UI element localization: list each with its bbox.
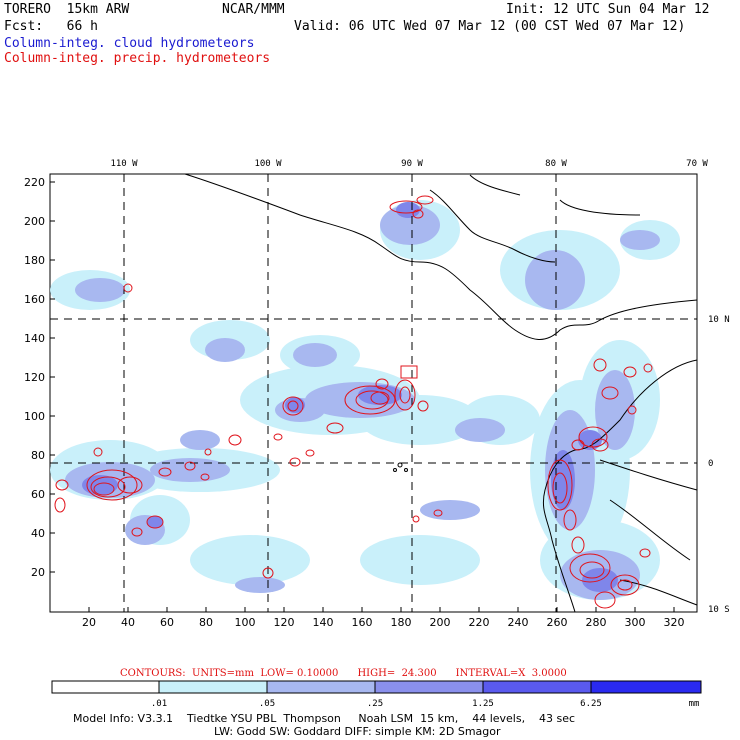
- x-tick-60: 60: [160, 616, 174, 629]
- y-tick-100: 100: [24, 410, 45, 423]
- y-tick-20: 20: [31, 566, 45, 579]
- x-tick-180: 180: [391, 616, 412, 629]
- model-info-line1: Model Info: V3.3.1 Tiedtke YSU PBL Thomp…: [73, 712, 576, 725]
- model-info-line2: LW: Godd SW: Goddard DIFF: simple KM: 2D…: [214, 725, 501, 738]
- lat-label-10s: 10 S: [708, 605, 730, 615]
- lat-lon-grid: [50, 174, 697, 612]
- y-tick-80: 80: [31, 449, 45, 462]
- lon-label-100w: 100 W: [254, 159, 282, 169]
- y-tick-200: 200: [24, 215, 45, 228]
- colorbar-bin-1: [158, 680, 268, 694]
- organization-label: NCAR/MMM: [222, 2, 285, 17]
- colorbar-bin-2: [266, 680, 376, 694]
- x-tick-320: 320: [664, 616, 685, 629]
- init-time: Init: 12 UTC Sun 04 Mar 12: [506, 2, 710, 17]
- colorbar-label-25: .25: [367, 699, 383, 709]
- x-axis: 20 40 60 80 100 120 140 160 180 200 220 …: [82, 607, 685, 629]
- y-tick-180: 180: [24, 254, 45, 267]
- colorbar-unit: mm: [689, 699, 700, 709]
- lon-label-110w: 110 W: [110, 159, 138, 169]
- lat-label-0: 0: [708, 459, 713, 469]
- forecast-hour: Fcst: 66 h: [4, 19, 98, 34]
- x-tick-20: 20: [82, 616, 96, 629]
- colorbar-bin-0: [51, 680, 160, 694]
- contours-info: CONTOURS: UNITS=mm LOW= 0.10000 HIGH= 24…: [120, 668, 567, 679]
- x-tick-160: 160: [352, 616, 373, 629]
- lon-label-80w: 80 W: [545, 159, 567, 169]
- coastlines: [184, 173, 698, 613]
- x-tick-240: 240: [508, 616, 529, 629]
- x-tick-120: 120: [274, 616, 295, 629]
- y-tick-40: 40: [31, 527, 45, 540]
- valid-time: Valid: 06 UTC Wed 07 Mar 12 (00 CST Wed …: [294, 19, 686, 34]
- colorbar: .01 .05 .25 1.25 6.25 mm: [51, 680, 702, 709]
- x-tick-100: 100: [235, 616, 256, 629]
- x-tick-280: 280: [586, 616, 607, 629]
- model-title: TORERO 15km ARW: [4, 2, 130, 17]
- x-tick-220: 220: [469, 616, 490, 629]
- colorbar-label-625: 6.25: [580, 699, 602, 709]
- x-tick-80: 80: [199, 616, 213, 629]
- y-tick-160: 160: [24, 293, 45, 306]
- y-tick-220: 220: [24, 176, 45, 189]
- y-tick-60: 60: [31, 488, 45, 501]
- lat-label-10n: 10 N: [708, 315, 730, 325]
- x-tick-140: 140: [313, 616, 334, 629]
- x-tick-200: 200: [430, 616, 451, 629]
- x-tick-40: 40: [121, 616, 135, 629]
- precip-contours: [54, 195, 653, 609]
- colorbar-label-125: 1.25: [472, 699, 494, 709]
- x-tick-260: 260: [547, 616, 568, 629]
- field-title-precip: Column-integ. precip. hydrometeors: [4, 51, 271, 66]
- colorbar-label-05: .05: [259, 699, 275, 709]
- y-tick-120: 120: [24, 371, 45, 384]
- x-tick-300: 300: [625, 616, 646, 629]
- colorbar-label-01: .01: [151, 699, 167, 709]
- y-tick-140: 140: [24, 332, 45, 345]
- colorbar-bin-3: [374, 680, 484, 694]
- colorbar-bin-4: [482, 680, 592, 694]
- lon-label-90w: 90 W: [401, 159, 423, 169]
- colorbar-bin-5: [590, 680, 702, 694]
- lon-label-70w: 70 W: [686, 159, 708, 169]
- y-axis: 220 200 180 160 140 120 100 80 60 40 20: [24, 176, 55, 579]
- field-title-cloud: Column-integ. cloud hydrometeors: [4, 36, 255, 51]
